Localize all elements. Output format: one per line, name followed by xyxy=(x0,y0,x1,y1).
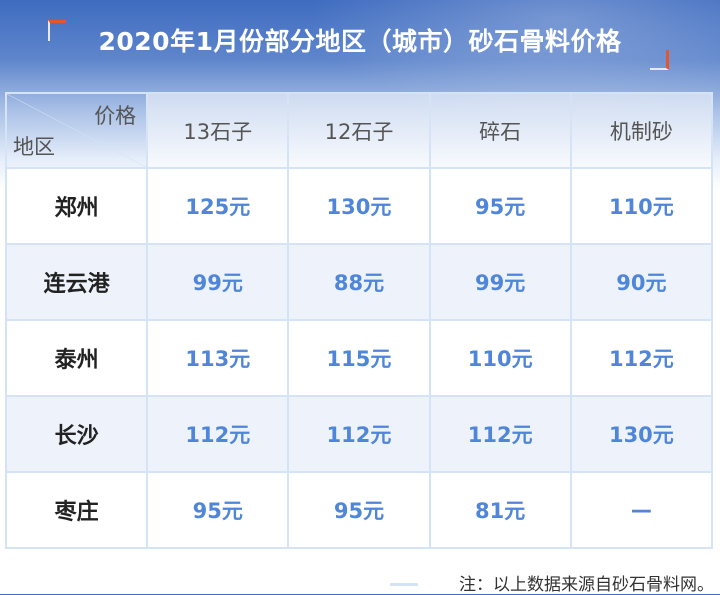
price-cell: 88元 xyxy=(287,243,431,321)
price-cell: 99元 xyxy=(146,243,290,321)
price-cell: 125元 xyxy=(146,167,290,245)
corner-region-label: 地区 xyxy=(13,135,55,159)
corner-header-cell: 价格 地区 xyxy=(4,92,149,169)
corner-price-label: 价格 xyxy=(94,104,137,128)
price-cell: 112元 xyxy=(569,319,714,397)
price-cell: 130元 xyxy=(569,395,714,473)
table-row: 连云港 99元 88元 99元 90元 xyxy=(4,243,714,321)
page-title: 2020年1月份部分地区（城市）砂石骨料价格 xyxy=(98,27,622,56)
price-cell: 110元 xyxy=(428,319,572,397)
city-cell: 泰州 xyxy=(4,319,149,397)
table-row: 长沙 112元 112元 112元 130元 xyxy=(4,395,714,473)
city-cell: 枣庄 xyxy=(4,471,149,549)
column-header: 机制砂 xyxy=(569,92,714,169)
price-cell: 115元 xyxy=(287,319,431,397)
price-cell: 113元 xyxy=(146,319,290,397)
note-divider xyxy=(390,583,418,586)
price-cell: 95元 xyxy=(146,471,290,549)
price-cell: 112元 xyxy=(428,395,572,473)
price-cell: 112元 xyxy=(146,395,290,473)
price-cell: 130元 xyxy=(287,167,431,245)
price-table: 价格 地区 13石子 12石子 碎石 机制砂 郑州 125元 130元 95元 … xyxy=(4,92,714,549)
city-cell: 长沙 xyxy=(4,395,149,473)
column-header: 13石子 xyxy=(146,92,290,169)
price-cell: 110元 xyxy=(569,167,714,245)
column-header: 碎石 xyxy=(428,92,572,169)
table-row: 泰州 113元 115元 110元 112元 xyxy=(4,319,714,397)
price-cell: 95元 xyxy=(428,167,572,245)
table-row: 枣庄 95元 95元 81元 — xyxy=(4,471,714,549)
price-cell: 112元 xyxy=(287,395,431,473)
city-cell: 郑州 xyxy=(4,167,149,245)
table-header-row: 价格 地区 13石子 12石子 碎石 机制砂 xyxy=(4,92,714,169)
price-cell: 95元 xyxy=(287,471,431,549)
price-cell: — xyxy=(569,471,714,549)
table-row: 郑州 125元 130元 95元 110元 xyxy=(4,167,714,245)
city-cell: 连云港 xyxy=(4,243,149,321)
column-header: 12石子 xyxy=(287,92,431,169)
price-cell: 99元 xyxy=(428,243,572,321)
title-bracket-right xyxy=(650,50,669,70)
price-cell: 90元 xyxy=(569,243,714,321)
title-bracket-left xyxy=(48,20,66,41)
price-cell: 81元 xyxy=(428,471,572,549)
source-note: 注：以上数据来源自砂石骨料网。 xyxy=(459,575,714,595)
